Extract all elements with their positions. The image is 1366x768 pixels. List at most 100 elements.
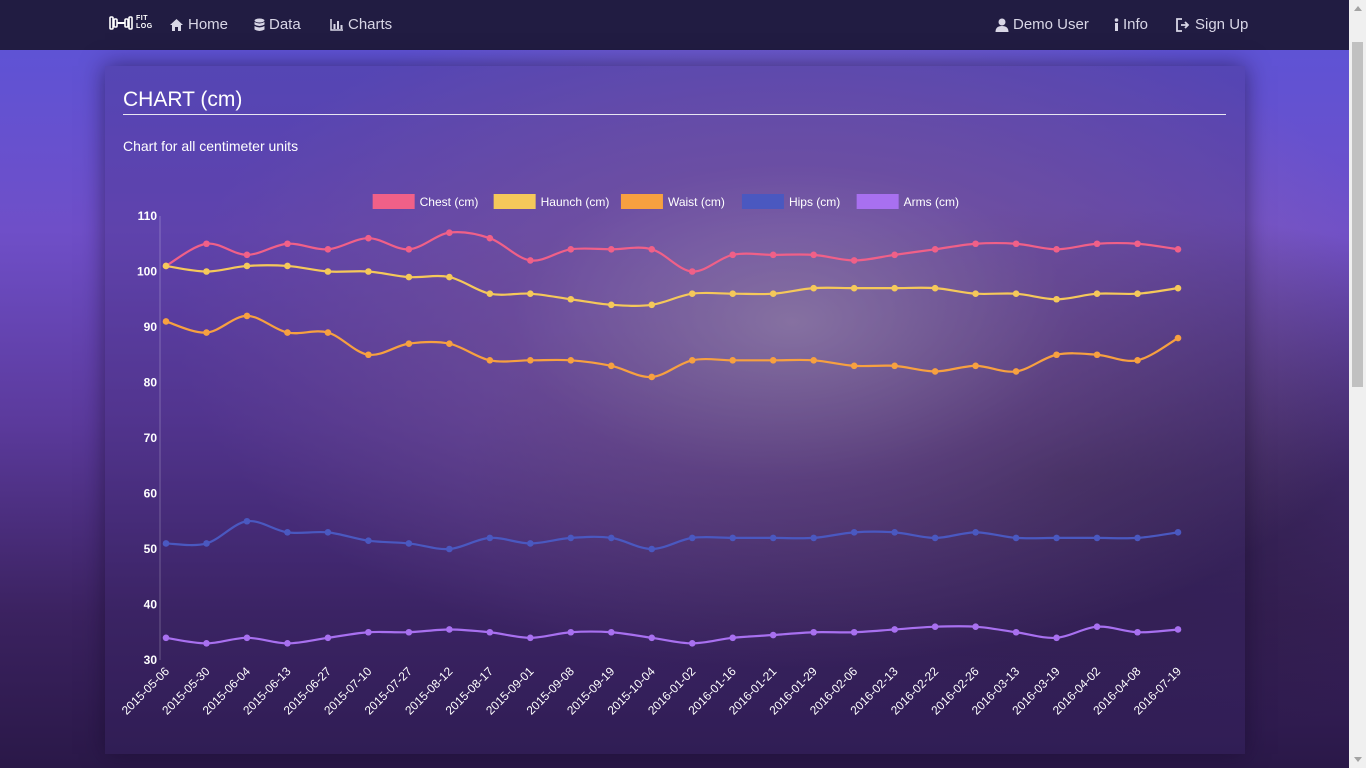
- series-line: [165, 264, 1179, 307]
- data-point: [243, 517, 251, 525]
- series-line: [165, 230, 1179, 273]
- scroll-up-arrow[interactable]: [1354, 6, 1362, 11]
- data-point: [446, 273, 453, 281]
- data-point: [1012, 290, 1020, 297]
- data-point: [607, 362, 615, 370]
- data-point: [162, 634, 170, 642]
- data-point: [810, 628, 817, 636]
- series-line: [165, 520, 1179, 551]
- series-line: [165, 314, 1179, 379]
- page-title: CHART (cm): [123, 88, 243, 111]
- data-point: [1134, 240, 1141, 248]
- home-icon: [170, 18, 183, 31]
- data-point: [527, 357, 534, 364]
- data-point: [1053, 534, 1060, 542]
- y-tick-label: 90: [144, 320, 158, 334]
- data-point: [648, 301, 656, 309]
- nav-charts-label: Charts: [348, 16, 393, 33]
- y-tick-label: 40: [144, 598, 158, 612]
- data-point: [1012, 240, 1020, 248]
- legend-swatch: [372, 194, 415, 209]
- data-point: [243, 262, 251, 270]
- data-point: [446, 229, 453, 236]
- data-point: [729, 251, 737, 259]
- brand-logo[interactable]: FIT LOG: [109, 15, 153, 31]
- data-point: [324, 246, 332, 253]
- nav-charts[interactable]: Charts: [330, 16, 392, 33]
- legend-label: Chest (cm): [420, 195, 479, 209]
- data-point: [931, 623, 939, 630]
- data-point: [931, 246, 939, 253]
- data-point: [1053, 295, 1060, 303]
- data-point: [1053, 634, 1060, 642]
- data-point: [486, 628, 494, 636]
- navbar: FIT LOG Home Data Charts Demo User Info …: [0, 0, 1366, 50]
- data-point: [486, 290, 494, 297]
- data-point: [203, 268, 210, 275]
- data-point: [405, 628, 413, 636]
- data-point: [243, 251, 251, 259]
- data-point: [648, 545, 656, 553]
- data-point: [527, 257, 534, 264]
- data-point: [567, 246, 575, 253]
- data-point: [446, 626, 453, 633]
- chart-card: CHART (cm) Chart for all centimeter unit…: [105, 66, 1245, 754]
- data-point: [607, 246, 615, 253]
- data-point: [284, 240, 291, 248]
- data-point: [284, 262, 291, 270]
- data-point: [1012, 368, 1020, 375]
- data-point: [1012, 534, 1020, 542]
- y-tick-label: 110: [138, 209, 158, 223]
- data-point: [486, 357, 494, 364]
- data-point: [891, 251, 898, 259]
- data-point: [972, 290, 979, 297]
- data-point: [1174, 626, 1182, 633]
- nav-info[interactable]: Info: [1114, 16, 1148, 33]
- data-point: [567, 295, 575, 303]
- scrollbar[interactable]: [1349, 0, 1366, 768]
- data-point: [365, 351, 372, 359]
- data-point: [1134, 357, 1141, 364]
- data-point: [972, 623, 979, 630]
- data-point: [365, 268, 372, 275]
- nav-user[interactable]: Demo User: [995, 16, 1089, 33]
- data-point: [567, 628, 575, 636]
- data-point: [1093, 290, 1101, 297]
- dumbbell-icon: [109, 16, 133, 30]
- sign-in-icon: [1176, 17, 1190, 32]
- data-point: [365, 628, 372, 636]
- data-point: [648, 373, 656, 381]
- data-point: [203, 540, 210, 547]
- data-point: [810, 251, 817, 259]
- nav-data[interactable]: Data: [254, 16, 301, 33]
- data-point: [324, 268, 332, 275]
- data-point: [850, 362, 858, 370]
- data-point: [972, 362, 979, 370]
- scroll-thumb[interactable]: [1352, 42, 1363, 387]
- data-point: [1053, 351, 1060, 359]
- y-tick-label: 100: [137, 265, 157, 279]
- data-point: [648, 246, 656, 253]
- data-point: [810, 357, 817, 364]
- legend-swatch: [493, 194, 536, 209]
- data-point: [931, 368, 939, 375]
- data-point: [688, 640, 696, 647]
- scroll-down-arrow[interactable]: [1354, 757, 1362, 762]
- data-point: [891, 529, 898, 536]
- nav-home-label: Home: [188, 16, 229, 33]
- data-point: [405, 540, 413, 547]
- data-point: [850, 284, 858, 292]
- data-point: [405, 273, 413, 281]
- data-point: [1093, 534, 1101, 542]
- data-point: [607, 301, 615, 309]
- nav-signup[interactable]: Sign Up: [1176, 16, 1248, 33]
- nav-home[interactable]: Home: [169, 16, 228, 33]
- data-point: [162, 262, 170, 270]
- y-tick-label: 50: [144, 542, 158, 556]
- data-point: [648, 634, 656, 642]
- data-point: [567, 357, 575, 364]
- legend-label: Arms (cm): [904, 195, 959, 209]
- bar-chart-icon: [330, 19, 343, 31]
- data-point: [769, 290, 777, 297]
- data-point: [972, 240, 979, 248]
